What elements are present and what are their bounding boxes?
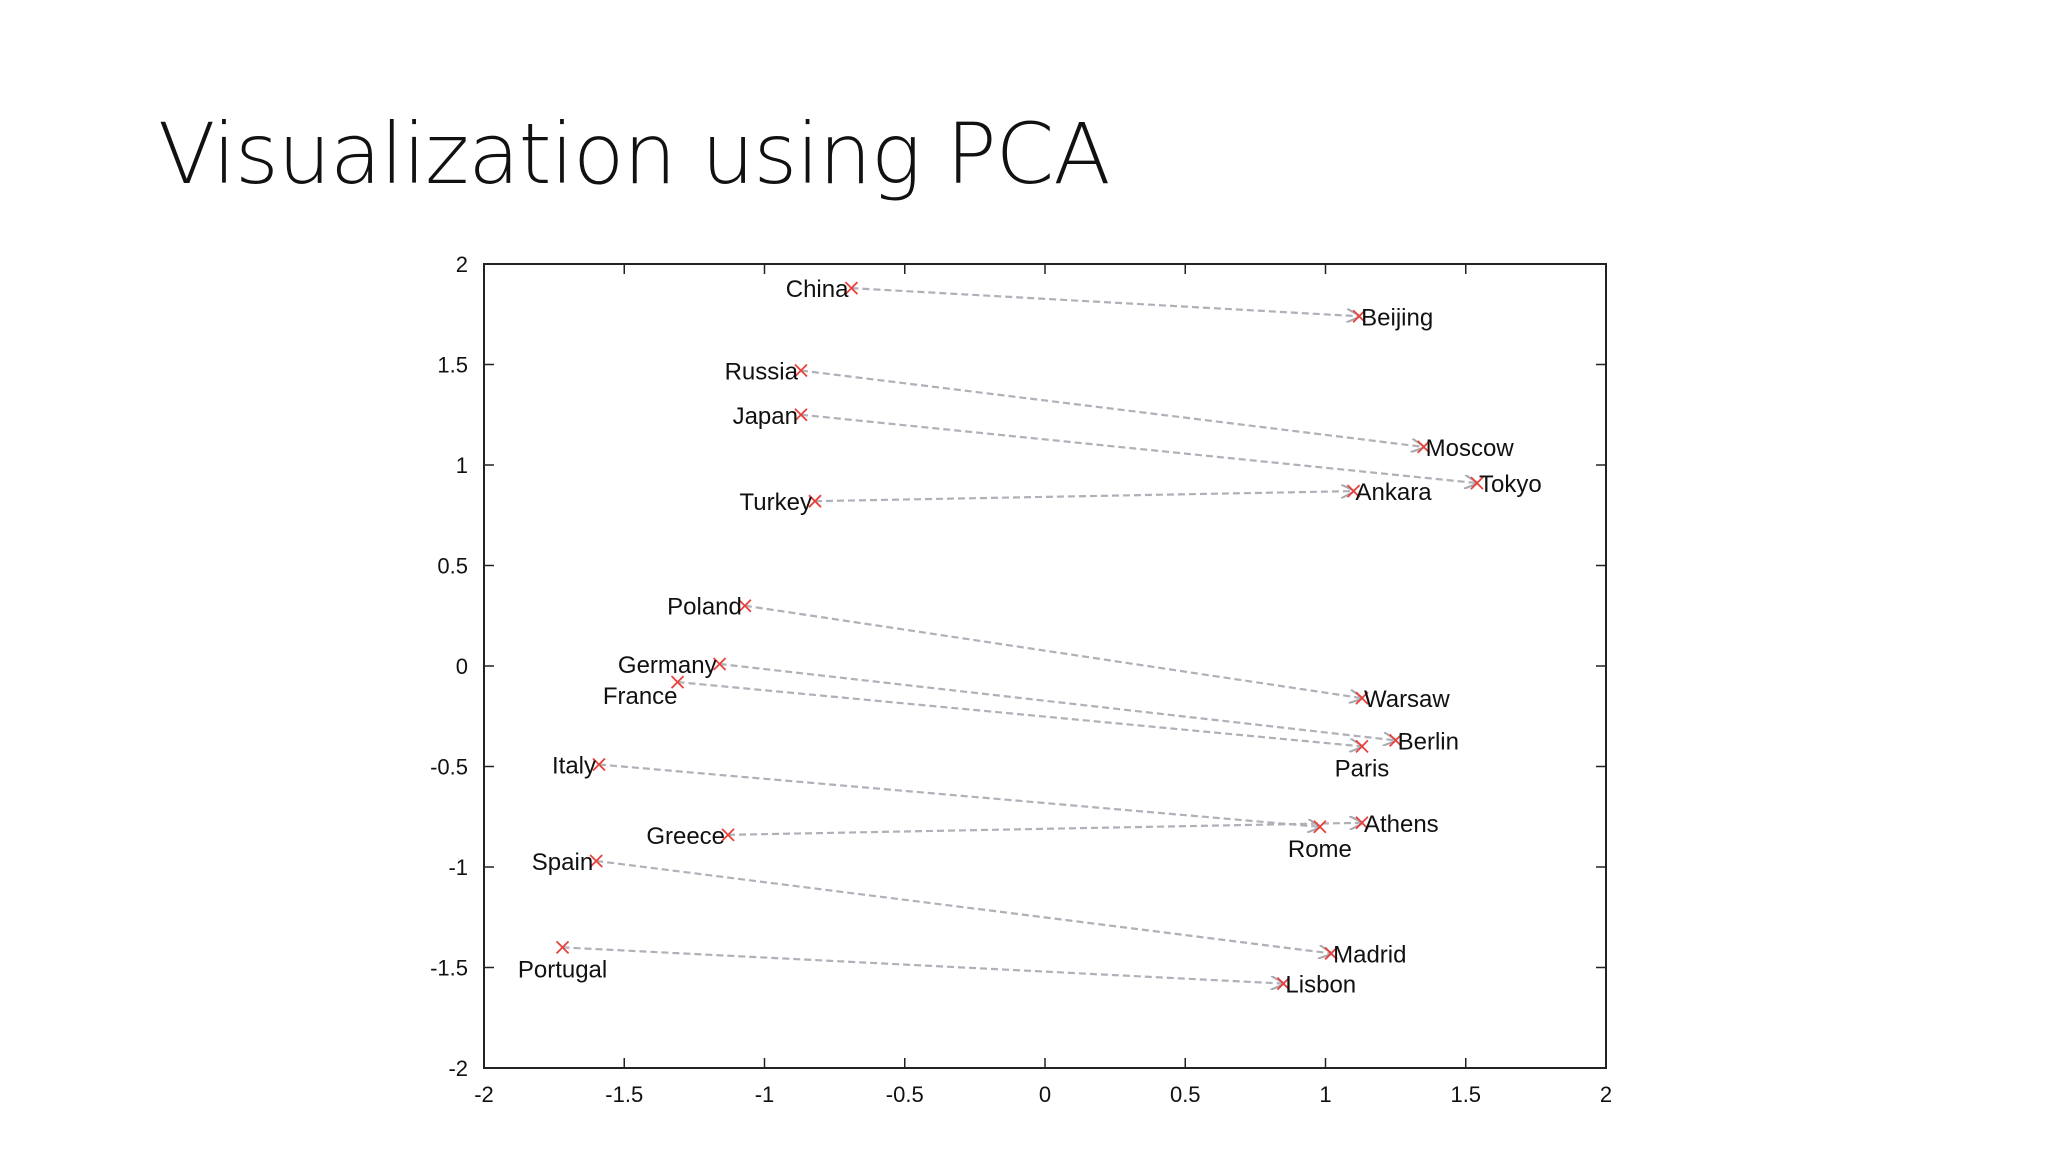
point-marker-lisbon [1276, 976, 1291, 991]
point-marker-russia [794, 363, 808, 378]
point-marker-greece [721, 828, 735, 842]
point-label-berlin: Berlin [1398, 728, 1459, 755]
point-marker-athens [1355, 816, 1369, 830]
arrow-china-beijing [851, 287, 1359, 316]
point-marker-warsaw [1355, 691, 1369, 705]
x-tick-label: -1 [755, 1082, 775, 1107]
point-marker-france [670, 675, 685, 689]
y-tick-label: -0.5 [430, 755, 468, 780]
point-marker-italy [592, 757, 606, 772]
y-tick-label: -1.5 [430, 956, 468, 981]
point-marker-moscow [1417, 440, 1431, 454]
point-marker-rome [1313, 820, 1327, 834]
point-label-spain: Spain [532, 849, 593, 876]
point-label-turkey: Turkey [740, 489, 812, 516]
point-marker-turkey [808, 494, 822, 508]
y-tick-label: 0.5 [437, 554, 468, 579]
x-tick-label: 1 [1319, 1082, 1331, 1107]
point-label-italy: Italy [552, 752, 596, 779]
point-label-warsaw: Warsaw [1364, 686, 1450, 713]
y-tick-label: -1 [448, 855, 468, 880]
point-label-lisbon: Lisbon [1285, 972, 1356, 999]
slide-title: Visualization using PCA [158, 105, 1111, 203]
y-tick-label: 0 [456, 654, 468, 679]
point-label-beijing: Beijing [1361, 304, 1433, 331]
point-marker-portugal [555, 940, 570, 955]
x-tick-label: 2 [1600, 1082, 1612, 1107]
arrow-russia-moscow [800, 369, 1424, 447]
arrow-germany-berlin [719, 662, 1396, 740]
point-label-greece: Greece [646, 823, 725, 850]
arrow-turkey-ankara [814, 491, 1354, 503]
point-marker-ankara [1346, 484, 1361, 498]
y-tick-label: 2 [456, 252, 468, 277]
point-marker-china [844, 281, 859, 295]
point-label-ankara: Ankara [1356, 479, 1433, 506]
x-tick-label: -1.5 [605, 1082, 643, 1107]
arrow-spain-madrid [596, 859, 1331, 953]
point-marker-paris [1355, 739, 1369, 754]
point-label-poland: Poland [667, 594, 742, 621]
y-tick-label: -2 [448, 1056, 468, 1081]
point-marker-tokyo [1470, 476, 1484, 490]
x-tick-label: 0.5 [1170, 1082, 1201, 1107]
point-marker-beijing [1352, 309, 1366, 323]
point-label-tokyo: Tokyo [1479, 471, 1542, 498]
arrow-greece-athens [728, 823, 1362, 836]
point-label-rome: Rome [1288, 836, 1352, 863]
point-label-moscow: Moscow [1426, 435, 1515, 462]
point-label-germany: Germany [618, 652, 717, 679]
point-label-russia: Russia [725, 359, 799, 386]
y-tick-label: 1.5 [437, 353, 468, 378]
point-marker-poland [738, 599, 752, 613]
point-marker-spain [589, 854, 603, 868]
x-tick-label: 0 [1039, 1082, 1051, 1107]
point-label-china: China [786, 276, 849, 303]
point-label-madrid: Madrid [1333, 941, 1406, 968]
arrow-italy-rome [598, 763, 1320, 826]
point-marker-japan [794, 408, 808, 422]
arrow-france-paris [677, 680, 1362, 746]
y-tick-label: 1 [456, 453, 468, 478]
point-label-athens: Athens [1364, 811, 1439, 838]
point-label-france: France [603, 683, 678, 710]
arrow-poland-warsaw [744, 604, 1362, 698]
point-label-paris: Paris [1335, 755, 1390, 782]
x-tick-label: 1.5 [1450, 1082, 1481, 1107]
arrow-japan-tokyo [800, 413, 1477, 483]
arrow-portugal-lisbon [562, 946, 1284, 983]
x-tick-label: -2 [474, 1082, 494, 1107]
x-tick-label: -0.5 [886, 1082, 924, 1107]
point-marker-madrid [1324, 946, 1338, 961]
point-marker-germany [712, 657, 727, 671]
point-label-japan: Japan [733, 403, 798, 430]
point-marker-berlin [1388, 733, 1403, 748]
point-label-portugal: Portugal [518, 956, 607, 983]
